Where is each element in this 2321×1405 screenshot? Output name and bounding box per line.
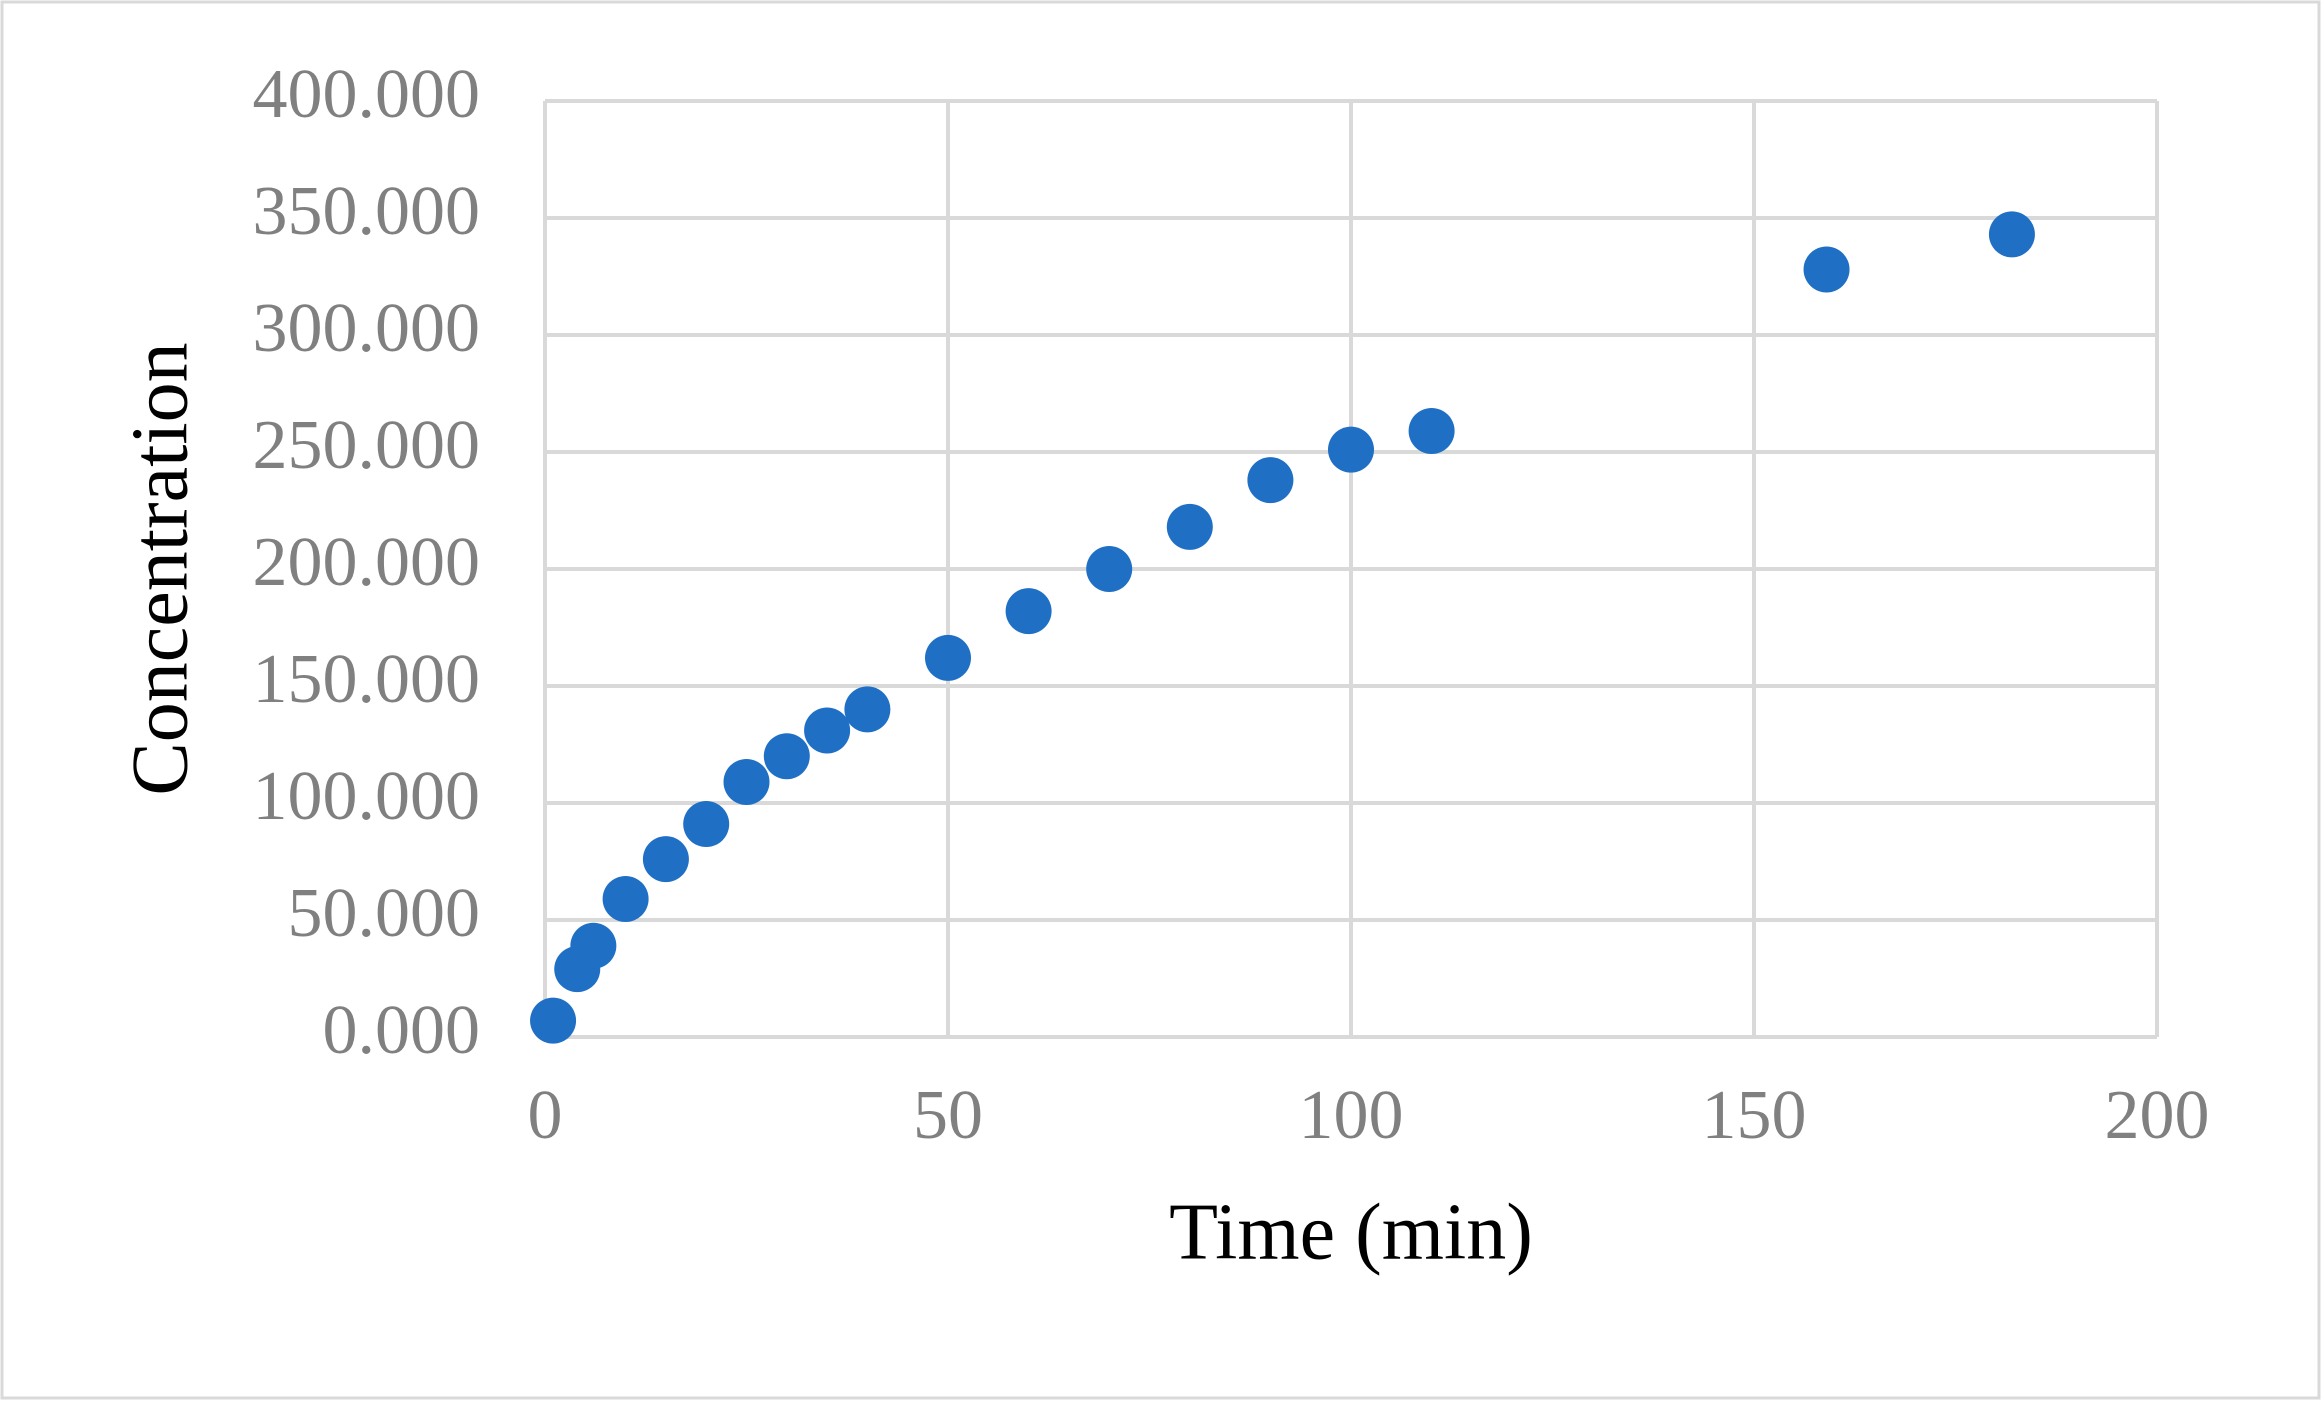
x-tick-label: 100 bbox=[1299, 1077, 1404, 1154]
scatter-point bbox=[1166, 503, 1213, 550]
y-axis-title: Concentration bbox=[116, 342, 204, 795]
y-tick-label: 150.000 bbox=[253, 641, 481, 718]
scatter-point bbox=[683, 801, 730, 848]
y-tick-label: 350.000 bbox=[253, 173, 481, 250]
scatter-point bbox=[1247, 457, 1294, 504]
scatter-point bbox=[763, 733, 810, 780]
y-tick-label: 300.000 bbox=[253, 290, 481, 367]
scatter-point bbox=[1086, 546, 1133, 592]
scatter-point bbox=[1408, 407, 1455, 454]
x-tick-label: 0 bbox=[528, 1077, 563, 1154]
scatter-point bbox=[602, 875, 649, 922]
y-tick-label: 200.000 bbox=[253, 524, 481, 601]
y-tick-label: 400.000 bbox=[253, 56, 481, 133]
y-tick-label: 250.000 bbox=[253, 407, 481, 484]
x-tick-label: 200 bbox=[2105, 1077, 2210, 1154]
scatter-point bbox=[804, 707, 851, 754]
scatter-point bbox=[1988, 211, 2035, 258]
scatter-point bbox=[925, 634, 971, 681]
scatter-point bbox=[530, 997, 577, 1044]
x-tick-label: 50 bbox=[913, 1077, 983, 1154]
x-axis-title: Time (min) bbox=[1169, 1188, 1533, 1276]
x-tick-label: 150 bbox=[1702, 1077, 1807, 1154]
y-tick-label: 0.000 bbox=[323, 992, 481, 1069]
y-tick-label: 100.000 bbox=[253, 758, 481, 835]
y-tick-label: 50.000 bbox=[288, 875, 481, 952]
scatter-point bbox=[1803, 246, 1850, 293]
scatter-point bbox=[723, 758, 770, 805]
scatter-point bbox=[1328, 426, 1374, 473]
scatter-point bbox=[1005, 588, 1052, 635]
scatter-point bbox=[642, 836, 689, 883]
scatter-point bbox=[844, 686, 891, 733]
scatter-point bbox=[570, 922, 617, 969]
